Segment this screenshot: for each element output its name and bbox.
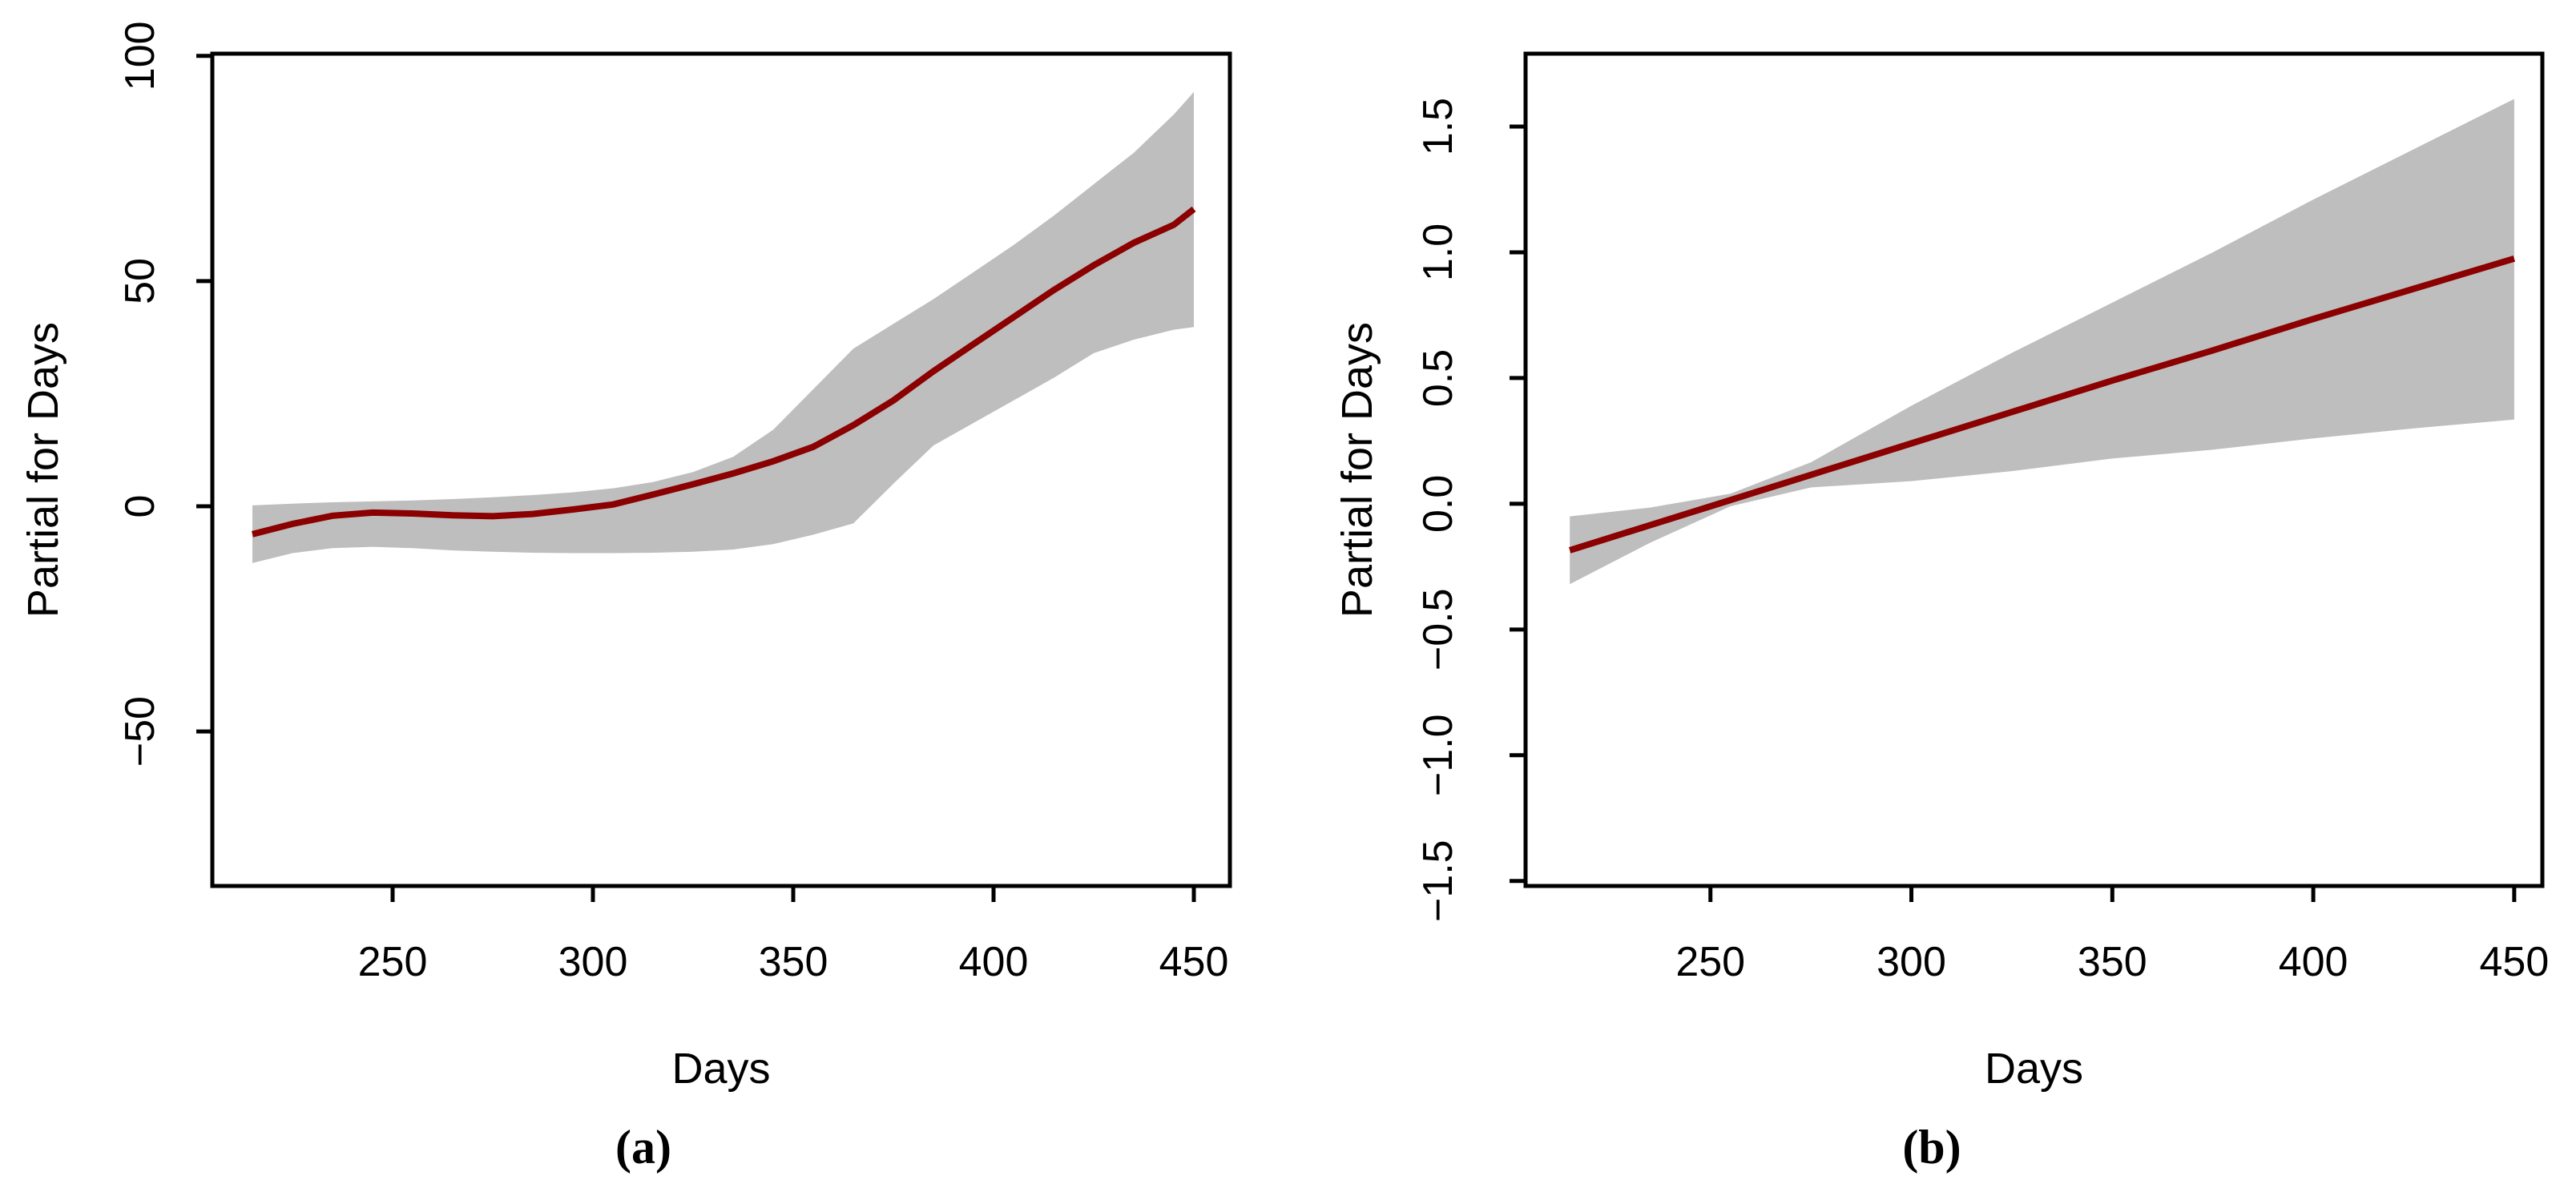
panel-b-x-tick-label: 350 (2078, 939, 2147, 985)
panel-a-x-tick-label: 300 (558, 939, 628, 985)
panel-b-x-tick-label: 400 (2279, 939, 2348, 985)
panel-b-y-tick-label: 1.5 (1415, 98, 1461, 155)
panel-a-fit-line (252, 206, 1196, 538)
panel-a-x-tick-label: 250 (358, 939, 428, 985)
panel-b-fit-line (1569, 255, 2516, 554)
panel-a-y-axis-label: Partial for Days (19, 322, 67, 618)
panel-a-x-tick-label: 350 (759, 939, 828, 985)
panel-b-y-tick-label: −1.5 (1415, 840, 1461, 922)
panel-a-x-tick-label: 400 (959, 939, 1029, 985)
panel-a-y-tick-label: −50 (117, 696, 163, 767)
panel-b-y-axis-label: Partial for Days (1333, 322, 1381, 618)
panel-a-x-tick-label: 450 (1159, 939, 1229, 985)
panel-b-plot-box (1523, 51, 2545, 888)
panel-a-plot-box (210, 51, 1232, 888)
panel-b-caption: (b) (1902, 1121, 1961, 1174)
panel-b-x-tick-label: 300 (1877, 939, 1946, 985)
panel-b-x-tick-label: 250 (1675, 939, 1745, 985)
panel-b-confidence-band (1570, 99, 2514, 585)
panel-b-x-tick-label: 450 (2480, 939, 2550, 985)
panel-b-y-tick-label: −1.0 (1415, 714, 1461, 796)
panel-a-caption: (a) (615, 1121, 671, 1174)
panel-a-y-tick-label: 100 (117, 21, 163, 91)
panel-a-y-tick-label: 50 (117, 258, 163, 304)
panel-b-x-axis-label: Days (1985, 1045, 2083, 1093)
panel-b-y-tick-label: 1.0 (1415, 223, 1461, 281)
panel-a-y-tick-label: 0 (117, 495, 163, 518)
panel-b-y-tick-label: −0.5 (1415, 588, 1461, 670)
panel-b-y-tick-label: 0.5 (1415, 349, 1461, 407)
panel-a-x-axis-label: Days (671, 1045, 770, 1093)
panel-b-y-tick-label: 0.0 (1415, 475, 1461, 533)
